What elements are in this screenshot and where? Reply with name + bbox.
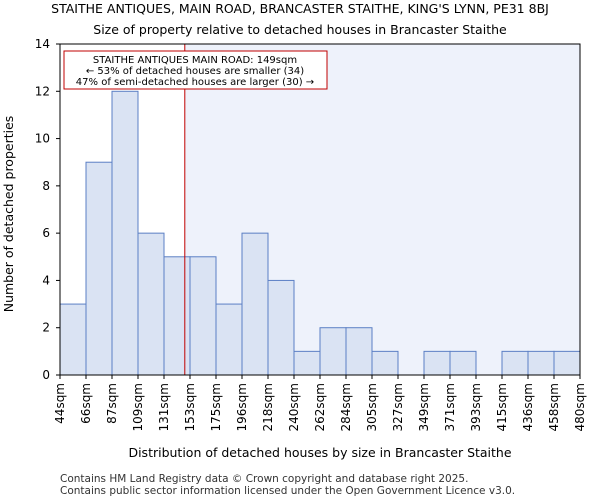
bar-44sqm (59, 303, 87, 376)
bar-415sqm (501, 350, 529, 376)
footer-line-1: Contains HM Land Registry data © Crown c… (60, 473, 468, 485)
x-axis-label: Distribution of detached houses by size … (128, 445, 511, 460)
x-tick-label: 284sqm (339, 383, 353, 431)
x-tick-label: 393sqm (469, 383, 483, 431)
annotation-line-2: ← 53% of detached houses are smaller (34… (86, 66, 304, 77)
bar-131sqm (163, 256, 191, 376)
y-tick-label: 2 (42, 321, 50, 335)
bar-371sqm (449, 350, 477, 376)
bar-284sqm (345, 327, 373, 376)
x-tick-label: 131sqm (157, 383, 171, 431)
y-tick-label: 14 (35, 37, 50, 51)
y-tick-label: 8 (42, 179, 50, 193)
x-tick-label: 458sqm (547, 383, 561, 431)
bar-305sqm (371, 350, 399, 376)
y-axis-label: Number of detached properties (1, 116, 16, 313)
annotation-frame (63, 50, 328, 90)
x-tick-label: 305sqm (365, 383, 379, 431)
bars-group (59, 90, 581, 376)
bar-87sqm (111, 90, 139, 376)
y-tick-label: 0 (42, 368, 50, 382)
annotation-box: STAITHE ANTIQUES MAIN ROAD: 149sqm ← 53%… (63, 50, 328, 90)
footer-line-2: Contains public sector information licen… (60, 485, 515, 497)
x-tick-label: 327sqm (391, 383, 405, 431)
x-tick-label: 44sqm (53, 383, 67, 424)
x-tick-label: 262sqm (313, 383, 327, 431)
bar-153sqm (189, 256, 217, 376)
bar-458sqm (553, 350, 581, 376)
x-tick-label: 436sqm (521, 383, 535, 431)
chart-subtitle: Size of property relative to detached ho… (93, 22, 507, 37)
y-ticks: 0 2 4 6 8 10 12 14 (35, 37, 60, 382)
annotation-line-1: STAITHE ANTIQUES MAIN ROAD: 149sqm (93, 55, 297, 66)
chart-title: STAITHE ANTIQUES, MAIN ROAD, BRANCASTER … (51, 1, 549, 16)
y-tick-label: 6 (42, 226, 50, 240)
bar-175sqm (215, 303, 243, 376)
bar-240sqm (293, 350, 321, 376)
x-tick-label: 480sqm (573, 383, 587, 431)
x-tick-label: 240sqm (287, 383, 301, 431)
bar-349sqm (423, 350, 451, 376)
annotation-line-3: 47% of semi-detached houses are larger (… (76, 77, 314, 88)
x-tick-label: 109sqm (131, 383, 145, 431)
bar-262sqm (319, 327, 347, 376)
bar-109sqm (137, 232, 165, 376)
y-tick-label: 4 (42, 273, 50, 287)
bar-196sqm (241, 232, 269, 376)
y-tick-label: 10 (35, 132, 50, 146)
x-tick-label: 371sqm (443, 383, 457, 431)
x-tick-label: 175sqm (209, 383, 223, 431)
x-tick-label: 415sqm (495, 383, 509, 431)
bar-218sqm (267, 279, 295, 376)
x-tick-label: 196sqm (235, 383, 249, 431)
x-ticks: 44sqm 66sqm 87sqm 109sqm 131sqm 153sqm 175sqm 1… (53, 375, 587, 431)
bar-66sqm (85, 161, 113, 376)
bar-436sqm (527, 350, 555, 376)
x-tick-label: 218sqm (261, 383, 275, 431)
y-tick-label: 12 (35, 84, 50, 98)
x-tick-label: 349sqm (417, 383, 431, 431)
x-tick-label: 153sqm (183, 383, 197, 431)
x-tick-label: 66sqm (79, 383, 93, 424)
x-tick-label: 87sqm (105, 383, 119, 424)
